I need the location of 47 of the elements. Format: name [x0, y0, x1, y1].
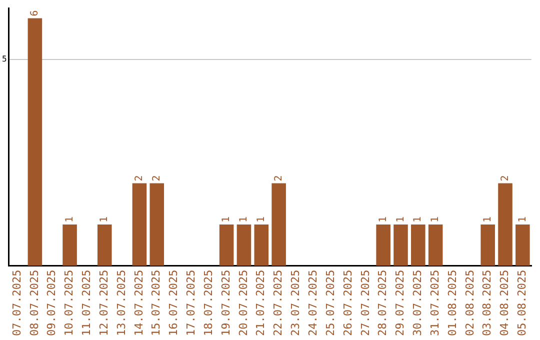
- x-tick-label: 26.07.2025: [341, 270, 354, 336]
- y-tick-label: 5: [2, 54, 7, 64]
- x-tick-label: 29.07.2025: [394, 270, 407, 336]
- x-tick-label: 05.08.2025: [516, 270, 529, 336]
- x-tick-label: 08.07.2025: [28, 270, 41, 336]
- x-tick-label: 21.07.2025: [254, 270, 268, 336]
- x-tick-label: 23.07.2025: [289, 270, 302, 336]
- x-tick-label: 20.07.2025: [236, 270, 250, 336]
- data-label: 2: [273, 175, 284, 182]
- x-tick-label: 09.07.2025: [45, 270, 58, 336]
- x-tick-label: 03.08.2025: [480, 270, 494, 336]
- data-label: 1: [256, 216, 267, 223]
- x-tick-label: 12.07.2025: [97, 270, 110, 336]
- data-label: 1: [99, 216, 110, 223]
- x-tick-label: 11.07.2025: [80, 270, 94, 336]
- data-label: 2: [134, 175, 146, 182]
- x-tick-label: 27.07.2025: [358, 270, 372, 336]
- x-tick-label: 15.07.2025: [150, 270, 163, 336]
- data-label: 2: [151, 175, 162, 182]
- data-label: 1: [430, 216, 442, 223]
- data-label: 1: [412, 216, 424, 223]
- data-label: 1: [395, 216, 406, 223]
- data-label: 2: [500, 175, 511, 182]
- x-tick-label: 13.07.2025: [114, 270, 128, 336]
- x-tick-label: 25.07.2025: [324, 270, 337, 336]
- x-tick-label: 19.07.2025: [219, 270, 232, 336]
- data-label: 6: [30, 10, 41, 16]
- x-tick-label: 04.08.2025: [498, 270, 512, 336]
- x-tick-label: 18.07.2025: [202, 270, 215, 336]
- x-tick-label: 24.07.2025: [306, 270, 320, 336]
- data-label: 1: [378, 216, 389, 223]
- data-label: 1: [517, 216, 528, 223]
- x-tick-label: 14.07.2025: [132, 270, 146, 336]
- x-tick-label: 16.07.2025: [167, 270, 180, 336]
- x-tick-label: 28.07.2025: [376, 270, 390, 336]
- x-tick-label: 22.07.2025: [272, 270, 285, 336]
- x-tick-label: 02.08.2025: [463, 270, 476, 336]
- data-label: 1: [238, 216, 250, 223]
- x-tick-label: 30.07.2025: [411, 270, 424, 336]
- x-tick-label: 01.08.2025: [446, 270, 459, 336]
- x-tick-label: 07.07.2025: [10, 270, 24, 336]
- x-tick-label: 31.07.2025: [428, 270, 442, 336]
- data-label: 1: [64, 216, 76, 223]
- x-tick-label: 10.07.2025: [62, 270, 76, 336]
- data-label: 1: [221, 216, 232, 223]
- x-tick-label: 17.07.2025: [184, 270, 198, 336]
- data-label: 1: [482, 216, 494, 223]
